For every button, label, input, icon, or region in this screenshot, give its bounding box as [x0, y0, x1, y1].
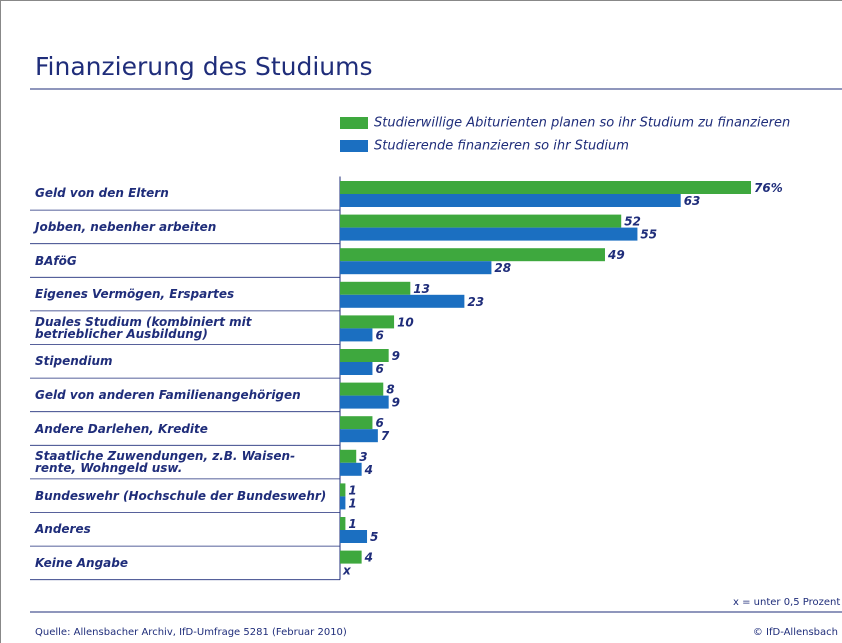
value-label: 6 [375, 362, 383, 376]
bar [340, 227, 638, 241]
category-label: Geld von anderen Familienangehörigen [35, 387, 301, 402]
value-label: 3 [359, 450, 367, 464]
value-label: 5 [370, 530, 378, 544]
value-label: x [342, 564, 352, 578]
value-label: 6 [375, 328, 383, 342]
legend-swatch [340, 140, 368, 152]
bar [340, 194, 681, 207]
bar [340, 349, 389, 362]
category-label: Geld von den Eltern [35, 186, 169, 201]
bar [340, 181, 751, 194]
value-label: 13 [413, 282, 430, 296]
value-label: 4 [364, 463, 373, 477]
value-label: 9 [392, 349, 400, 363]
bar [340, 261, 492, 275]
value-label: 28 [494, 261, 511, 275]
bar [340, 416, 373, 430]
bar [340, 462, 362, 476]
bar [340, 517, 346, 530]
source: Quelle: Allensbacher Archiv, IfD-Umfrage… [35, 627, 347, 638]
bar [340, 429, 378, 443]
footnote: x = unter 0,5 Prozent [733, 597, 840, 608]
bar [340, 449, 357, 463]
bar [340, 483, 346, 497]
legend-swatch [340, 117, 368, 129]
bar [340, 382, 384, 396]
value-label: 1 [348, 483, 356, 497]
bar [340, 248, 605, 262]
value-label: 23 [467, 295, 484, 309]
category-label: Stipendium [35, 354, 113, 369]
bar [340, 281, 411, 295]
value-label: 9 [392, 396, 400, 410]
category-label: Keine Angabe [35, 555, 128, 570]
legend-label: Studierwillige Abiturienten planen so ih… [374, 116, 790, 131]
value-label: 52 [624, 215, 641, 229]
category-label: Eigenes Vermögen, Erspartes [35, 287, 235, 302]
category-label: Jobben, nebenher arbeiten [35, 219, 217, 234]
bar [340, 530, 368, 543]
value-label: 6 [375, 416, 383, 430]
value-label: 4 [364, 551, 373, 565]
value-label: 8 [386, 383, 394, 397]
bar [340, 395, 389, 409]
category-label: BAföG [35, 253, 77, 268]
category-label: Anderes [35, 522, 91, 537]
bar [340, 294, 465, 308]
bar [340, 550, 362, 564]
value-label: 76% [754, 181, 783, 195]
category-label: Andere Darlehen, Kredite [35, 421, 208, 436]
value-label: 10 [397, 315, 414, 329]
value-label: 1 [348, 496, 356, 510]
bar [340, 214, 622, 228]
value-label: 55 [640, 228, 657, 242]
value-label: 49 [607, 248, 625, 262]
copyright: © IfD-Allensbach [753, 627, 838, 638]
bar [340, 496, 346, 510]
value-label: 63 [684, 194, 701, 208]
legend-label: Studierende finanzieren so ihr Studium [374, 139, 629, 154]
bar [340, 315, 395, 329]
bar [340, 328, 373, 342]
category-label: Bundeswehr (Hochschule der Bundeswehr) [35, 488, 327, 503]
category-label: Staatliche Zuwendungen, z.B. Waisen- ren… [35, 449, 296, 476]
bar [340, 362, 373, 375]
value-label: 7 [381, 429, 390, 443]
chart-title: Finanzierung des Studiums [35, 52, 373, 81]
value-label: 1 [348, 517, 356, 531]
category-label: Duales Studium (kombiniert mit betriebli… [35, 314, 252, 341]
